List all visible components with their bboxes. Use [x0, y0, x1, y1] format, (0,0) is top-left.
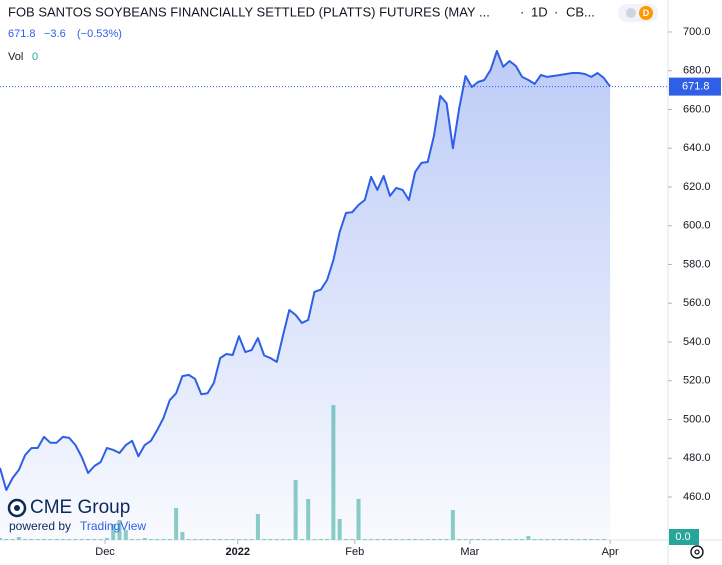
x-tick-label: Apr: [602, 546, 619, 558]
y-tick-label: 560.0: [683, 297, 711, 309]
volume-label: Vol: [8, 51, 23, 63]
y-tick-label: 620.0: [683, 181, 711, 193]
badge-circle: [639, 6, 653, 20]
y-tick-label: 580.0: [683, 258, 711, 270]
settings-icon[interactable]: [690, 545, 704, 559]
interval: 1D: [531, 4, 548, 19]
x-tick-label: Mar: [460, 546, 479, 558]
plot-area: [0, 50, 668, 540]
x-tick-label: Feb: [345, 546, 364, 558]
last-volume-tag: [669, 529, 699, 545]
last-volume-tag-label: 0.0: [675, 531, 690, 543]
brand-name: CME Group: [30, 497, 130, 518]
y-tick-label: 600.0: [683, 220, 711, 232]
y-tick-label: 520.0: [683, 375, 711, 387]
y-tick-label: 500.0: [683, 413, 711, 425]
brand-logo: CME Group powered by TradingView: [7, 497, 146, 533]
exchange: CB...: [566, 4, 595, 19]
volume-value: 0: [32, 51, 38, 63]
price-area: [0, 51, 611, 540]
y-tick-label: 540.0: [683, 336, 711, 348]
x-tick-label: 2022: [226, 546, 250, 558]
y-tick-label: 700.0: [683, 26, 711, 38]
y-tick-label: 640.0: [683, 142, 711, 154]
symbol-title: FOB SANTOS SOYBEANS FINANCIALLY SETTLED …: [8, 4, 490, 19]
y-tick-label: 460.0: [683, 491, 711, 503]
badge-dot: [626, 8, 636, 18]
price-line: [0, 50, 611, 491]
y-tick-label: 660.0: [683, 103, 711, 115]
change: −3.6: [44, 28, 66, 40]
separator: ·: [520, 4, 524, 19]
separator: ·: [554, 4, 558, 19]
powered-by: powered by: [9, 519, 71, 533]
badge-text: D: [643, 8, 650, 18]
y-tick-label: 480.0: [683, 452, 711, 464]
platform: TradingView: [80, 519, 146, 533]
x-tick-label: Dec: [95, 546, 115, 558]
last-price-tag: [669, 77, 721, 96]
y-tick-label: 680.0: [683, 65, 711, 77]
last-price-tag-label: 671.8: [682, 81, 710, 93]
last-price: 671.8: [8, 28, 36, 40]
change-percent: (−0.53%): [77, 28, 122, 40]
